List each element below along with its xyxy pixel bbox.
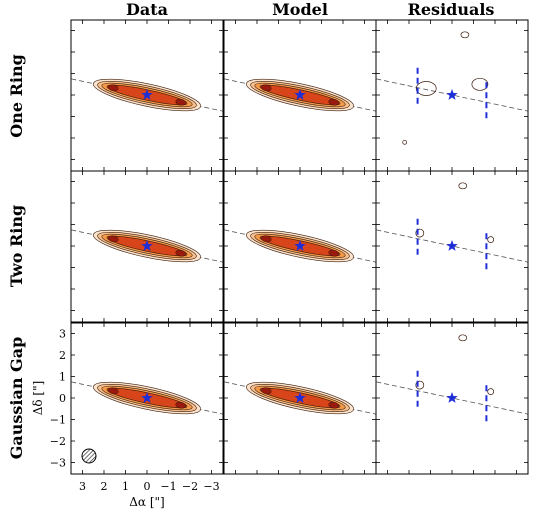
star-marker [294,89,306,100]
major-axis-line [376,229,528,263]
major-axis-line [376,381,528,415]
y-tick-label: 1 [59,371,66,384]
x-tick-label: 1 [122,480,129,493]
emission-peak [175,249,186,257]
y-tick-label: 0 [59,392,66,405]
star-marker [141,392,153,403]
y-tick-label: 2 [59,349,66,362]
column-title-data: Data [126,0,168,19]
star-marker [446,392,458,403]
panel-gaussian-gap-model [223,322,377,475]
star-marker [294,392,306,403]
row-title-one-ring: One Ring [7,54,26,138]
panel-one-ring-model [223,19,377,172]
panel-two-ring-residuals [375,170,529,323]
column-title-model: Model [272,0,328,19]
panel-one-ring-data [70,19,224,172]
star-marker [294,240,306,251]
x-tick-label: −2 [182,480,198,493]
residual-contour [402,139,408,145]
emission-peak [261,387,272,395]
emission-peak [328,401,339,409]
residual-contour [458,182,468,190]
residual-contour [487,236,495,243]
residual-contour [487,388,495,395]
panel-one-ring-residuals [375,19,529,172]
residual-contours [415,182,495,274]
emission-peak [175,401,186,409]
major-axis-line [376,78,528,112]
residual-contour [460,31,470,39]
y-axis-label: Δδ ["] [31,381,45,416]
y-tick-label: 3 [59,328,66,341]
residual-contours [415,334,495,426]
star-marker [141,240,153,251]
row-title-gaussian-gap: Gaussian Gap [7,337,26,460]
star-marker [446,240,458,251]
panel-two-ring-model [223,170,377,323]
emission-peak [175,98,186,106]
x-tick-label: 2 [101,480,108,493]
emission-peak [328,249,339,257]
residual-contour [471,77,489,91]
y-tick-label: −2 [50,435,66,448]
residual-contours [402,31,489,145]
residual-contour [458,334,468,342]
row-title-two-ring: Two Ring [7,205,26,287]
emission-peak [328,98,339,106]
axis-ticks: 3 2 1 0 −1 −2 −3 3 2 1 0 −1 −2 −3 [50,328,220,494]
panel-two-ring-data [70,170,224,323]
emission-peak [108,387,119,395]
emission-peak [108,235,119,243]
emission-peak [261,235,272,243]
x-tick-label: 0 [144,480,151,493]
x-tick-label: 3 [79,480,86,493]
x-tick-label: −3 [203,480,219,493]
emission-peak [108,84,119,92]
star-marker [141,89,153,100]
residual-contour [415,81,437,96]
x-axis-label: Δα ["] [129,495,164,509]
y-tick-label: −1 [50,414,66,427]
panel-grid [70,19,529,475]
emission-peak [261,84,272,92]
residual-contour [415,380,425,390]
x-tick-label: −1 [160,480,176,493]
residual-contour [415,228,425,238]
panel-gaussian-gap-residuals [375,322,529,475]
panel-gaussian-gap-data [70,322,224,475]
beam-ellipse [81,448,97,464]
column-title-residuals: Residuals [408,0,495,19]
y-tick-label: −3 [50,457,66,470]
star-marker [446,89,458,100]
